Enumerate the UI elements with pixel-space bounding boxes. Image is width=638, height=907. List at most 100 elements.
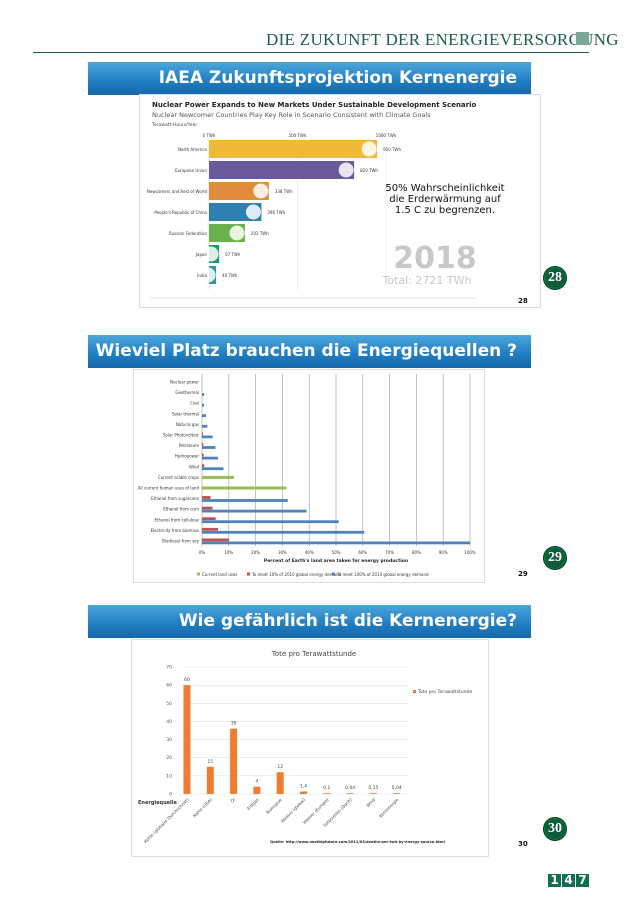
tick-label: 1000 TWh	[376, 133, 397, 138]
bar	[300, 791, 307, 794]
category-label: Nuclear power	[170, 380, 199, 385]
annotation-text: 50% Wahrscheinlichkeit die Erderwärmung a…	[385, 183, 504, 216]
slide-badge-30: 30	[544, 818, 566, 840]
bar	[202, 517, 216, 521]
value-label: 0,15	[368, 785, 378, 791]
legend-label: To meet 100% of 2010 global energy deman…	[336, 572, 429, 577]
tick-label: 0%	[199, 550, 206, 555]
category-label: Öl	[230, 797, 237, 804]
tick-label: 40	[166, 719, 172, 725]
bar	[209, 140, 378, 158]
value-label: 15	[207, 759, 213, 765]
legend-swatch	[413, 690, 416, 693]
tick-label: 90%	[439, 550, 448, 555]
tick-label: 50%	[332, 550, 341, 555]
slide-number: 28	[518, 297, 528, 305]
bar	[346, 793, 354, 794]
total-label: Total: 2721 TWh	[382, 274, 472, 287]
value-label: 338 TWh	[275, 189, 293, 194]
bar	[209, 182, 269, 200]
category-label: Current arable crops	[158, 475, 199, 480]
bar	[202, 464, 205, 468]
category-label: Ethanol from cellulose	[154, 517, 199, 522]
bar	[202, 456, 219, 460]
slide-2-title: Wieviel Platz brauchen die Energiequelle…	[88, 335, 531, 368]
chart-subtitle: Nuclear Newcomer Countries Play Key Role…	[152, 111, 431, 119]
category-label: Ethanol from sugarcane	[151, 496, 199, 501]
tick-label: 30%	[278, 550, 287, 555]
flag-icon	[200, 267, 216, 283]
bar	[202, 527, 219, 531]
slide-number: 29	[518, 570, 528, 578]
year-label: 2018	[393, 241, 477, 276]
tick-label: 20	[166, 755, 172, 761]
bar	[202, 520, 339, 524]
category-label: Solar thermal	[172, 411, 199, 416]
bar	[202, 499, 288, 502]
page-header-title: DIE ZUKUNFT DER ENERGIEVERSORGUNG	[266, 30, 619, 49]
value-label: 0,04	[392, 785, 402, 791]
bar	[369, 793, 377, 794]
slide-1-title: IAEA Zukunftsprojektion Kernenergie	[88, 62, 531, 95]
legend-swatch	[332, 572, 335, 576]
bar	[230, 728, 238, 794]
tick-label: 60	[166, 683, 172, 689]
header-rule	[33, 52, 589, 53]
tick-label: 30	[166, 737, 172, 743]
tick-label: 50	[166, 701, 172, 707]
page-number-digit: 4	[562, 874, 575, 887]
bar	[206, 766, 214, 794]
category-label: Biomasse	[265, 797, 283, 815]
slide-badge-29: 29	[544, 547, 566, 569]
flag-icon	[203, 246, 219, 262]
x-axis-label: Percent of Earth's land area taken for e…	[264, 558, 408, 564]
value-label: 203 TWh	[251, 231, 269, 236]
tick-label: 70	[166, 665, 172, 671]
legend-label: Current land uses	[202, 572, 237, 577]
category-label: Russian Federation	[169, 231, 207, 236]
flag-icon	[245, 204, 261, 220]
land-use-chart: 0% 10% 20% 30% 40% 50% 60% 70% 80% 90% 100% Nuclear…	[134, 370, 484, 582]
value-label: 1,4	[300, 783, 307, 789]
category-label: European Union	[175, 168, 207, 173]
category-label: Solar Photovoltaic	[163, 433, 199, 438]
bar	[202, 403, 205, 407]
legend-swatch	[247, 572, 250, 576]
value-label: 950 TWh	[383, 147, 401, 152]
x-axis-label: Energiequelle	[138, 800, 177, 806]
bar	[202, 475, 235, 479]
legend-label: Tote pro Terawattstunde	[417, 689, 472, 695]
bar	[323, 793, 331, 794]
header-square-decoration	[576, 32, 589, 45]
legend-swatch	[197, 572, 200, 576]
bar	[202, 432, 204, 436]
bar	[202, 496, 211, 499]
chart-title: Tote pro Terawattstunde	[271, 650, 356, 658]
category-label: North America	[178, 147, 208, 152]
category-label: People's Republic of China	[154, 210, 207, 215]
value-label: 820 TWh	[360, 168, 378, 173]
chart-title: Nuclear Power Expands to New Markets Und…	[152, 101, 477, 109]
tick-label: 40%	[305, 550, 314, 555]
category-label: Japan	[195, 252, 208, 257]
value-label: 0,44	[345, 785, 355, 791]
bar	[202, 486, 287, 490]
value-label: 0,1	[323, 785, 330, 791]
category-label: Ethanol from corn	[163, 507, 199, 512]
page-number-digit: 7	[576, 874, 589, 887]
bar	[202, 414, 207, 418]
bar	[276, 772, 284, 794]
page-number-digit: 1	[548, 874, 561, 887]
category-label: Natural gas	[176, 422, 199, 427]
category-label: Geothermal	[175, 390, 199, 395]
bar	[202, 393, 205, 396]
tick-label: 500 TWh	[289, 133, 307, 138]
tick-label: 60%	[358, 550, 367, 555]
tick-label: 0	[169, 792, 172, 798]
nuclear-projection-chart: Nuclear Power Expands to New Markets Und…	[140, 95, 540, 307]
value-label: 296 TWh	[267, 210, 285, 215]
category-label: Coal	[190, 401, 199, 406]
value-label: 57 TWh	[225, 252, 241, 257]
category-label: Kernenergie	[378, 797, 400, 819]
value-label: 60	[184, 677, 190, 683]
